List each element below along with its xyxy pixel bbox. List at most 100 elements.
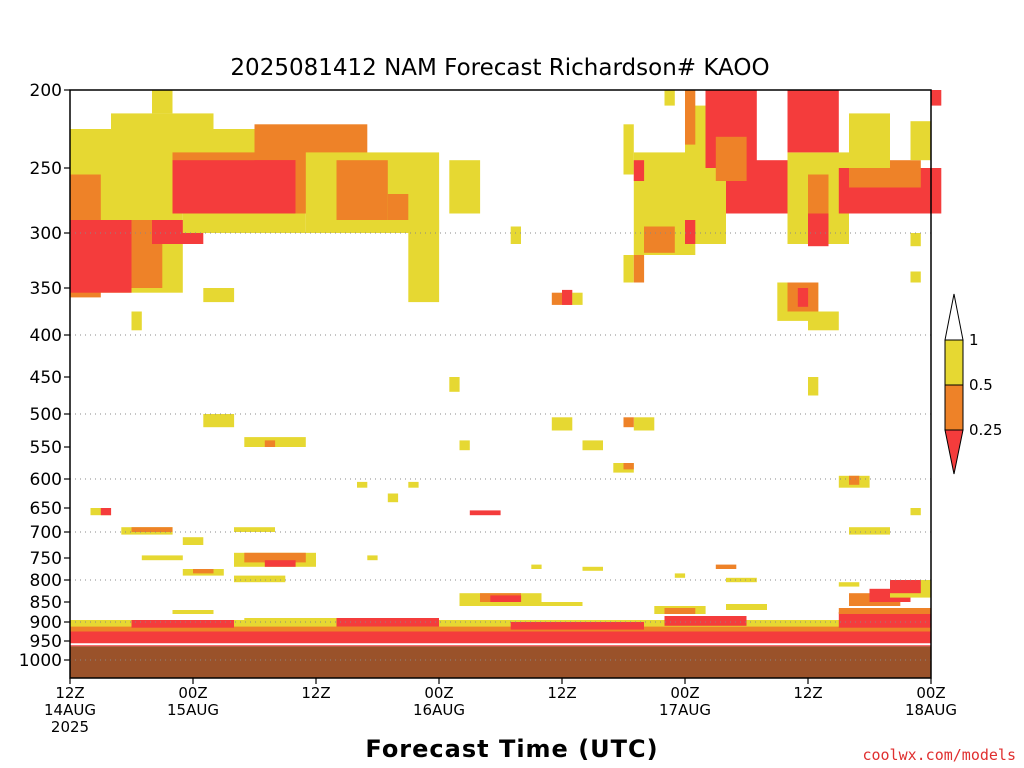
richardson-region-106 <box>70 620 931 627</box>
richardson-regions <box>70 90 942 647</box>
richardson-region-75 <box>234 527 275 532</box>
legend-lower-arrow <box>944 429 964 475</box>
y-tick-label-650: 650 <box>30 499 62 519</box>
richardson-region-45 <box>910 233 921 247</box>
richardson-region-64 <box>849 475 860 485</box>
richardson-region-84 <box>234 575 286 583</box>
richardson-region-105 <box>70 623 931 632</box>
richardson-region-57 <box>551 417 573 431</box>
richardson-region-42 <box>849 113 890 168</box>
richardson-region-87 <box>715 564 737 569</box>
richardson-region-109 <box>510 622 644 630</box>
y-tick-label-200: 200 <box>30 81 62 101</box>
legend-swatch-1 <box>944 384 964 431</box>
y-tick-label-1000: 1000 <box>19 651 62 671</box>
richardson-region-22 <box>572 292 583 305</box>
richardson-region-2 <box>152 90 173 114</box>
legend-label-0: 1 <box>969 331 979 349</box>
x-tick-label-1-0: 00Z <box>178 684 207 702</box>
richardson-region-50 <box>808 311 839 331</box>
richardson-region-60 <box>623 417 634 428</box>
x-tick-label-3-0: 00Z <box>424 684 453 702</box>
y-tick-label-400: 400 <box>30 326 62 346</box>
richardson-region-96 <box>726 604 767 610</box>
richardson-region-51 <box>808 377 819 396</box>
richardson-region-39 <box>808 213 829 247</box>
richardson-region-11 <box>254 160 296 188</box>
richardson-region-35 <box>715 136 747 181</box>
richardson-region-79 <box>264 560 296 567</box>
richardson-region-83 <box>193 569 214 574</box>
y-tick-label-900: 900 <box>30 613 62 633</box>
credit-text: coolwx.com/models <box>862 746 1016 764</box>
richardson-region-88 <box>674 573 686 578</box>
richardson-region-78 <box>244 552 306 563</box>
richardson-region-44 <box>931 90 942 106</box>
legend-label-1: 0.5 <box>969 376 993 394</box>
x-tick-label-0-0: 12Z <box>55 684 84 702</box>
richardson-region-66 <box>387 493 399 503</box>
richardson-region-73 <box>131 527 173 532</box>
y-tick-label-700: 700 <box>30 523 62 543</box>
richardson-region-52 <box>449 377 460 392</box>
richardson-region-56 <box>459 440 470 451</box>
y-tick-label-850: 850 <box>30 593 62 613</box>
richardson-region-29 <box>664 90 675 106</box>
legend-swatch-0 <box>944 339 964 386</box>
richardson-region-108 <box>336 618 439 627</box>
richardson-region-65 <box>357 481 368 488</box>
richardson-region-15 <box>408 220 440 303</box>
richardson-region-46 <box>910 271 921 283</box>
color-legend: 1 0.5 0.25 <box>944 293 1002 475</box>
richardson-region-49 <box>797 288 809 307</box>
ground-layer <box>70 643 931 678</box>
richardson-region-31 <box>685 90 696 145</box>
x-tick-label-0-2: 2025 <box>51 718 89 736</box>
richardson-region-104 <box>70 627 931 647</box>
richardson-region-89 <box>726 577 757 583</box>
richardson-region-93 <box>541 602 583 606</box>
richardson-region-112 <box>838 608 932 614</box>
richardson-region-37 <box>787 90 839 153</box>
gridlines <box>70 232 931 661</box>
y-axis: 200 250 300 350 400 450 500 550 600 650 700 7508008… <box>19 81 70 671</box>
x-tick-label-1-1: 15AUG <box>167 701 219 719</box>
richardson-region-67 <box>408 481 419 488</box>
richardson-region-18 <box>131 311 142 331</box>
y-tick-label-750: 750 <box>30 549 62 569</box>
plot-area <box>69 89 942 679</box>
richardson-region-92 <box>490 595 522 602</box>
y-tick-label-950: 950 <box>30 632 62 652</box>
plot-frame <box>69 89 932 679</box>
chart-title: 2025081412 NAM Forecast Richardson# KAOO <box>230 55 769 81</box>
x-tick-label-4-0: 12Z <box>547 684 576 702</box>
richardson-region-27 <box>644 226 675 253</box>
richardson-region-85 <box>531 564 542 569</box>
y-tick-label-300: 300 <box>30 224 62 244</box>
x-tick-label-0-1: 14AUG <box>44 701 96 719</box>
richardson-region-69 <box>100 508 112 516</box>
richardson-region-101 <box>838 582 860 587</box>
legend-label-2: 0.25 <box>969 421 1002 439</box>
richardson-region-76 <box>849 527 890 535</box>
y-tick-label-600: 600 <box>30 470 62 490</box>
x-tick-label-7-1: 18AUG <box>905 701 957 719</box>
y-tick-label-800: 800 <box>30 571 62 591</box>
richardson-region-107 <box>131 620 234 628</box>
richardson-region-58 <box>582 440 603 451</box>
richardson-region-24 <box>623 255 634 283</box>
richardson-region-28 <box>633 160 645 181</box>
richardson-region-111 <box>838 612 932 628</box>
richardson-region-71 <box>910 508 921 516</box>
richardson-region-19 <box>510 226 521 244</box>
y-tick-label-500: 500 <box>30 405 62 425</box>
y-tick-label-250: 250 <box>30 159 62 179</box>
richardson-region-80 <box>141 555 183 561</box>
richardson-region-25 <box>633 255 645 283</box>
richardson-region-59 <box>633 417 655 431</box>
x-tick-label-5-1: 17AUG <box>659 701 711 719</box>
richardson-region-43 <box>910 121 931 161</box>
ground-fill <box>70 646 931 678</box>
richardson-region-23 <box>623 124 634 175</box>
